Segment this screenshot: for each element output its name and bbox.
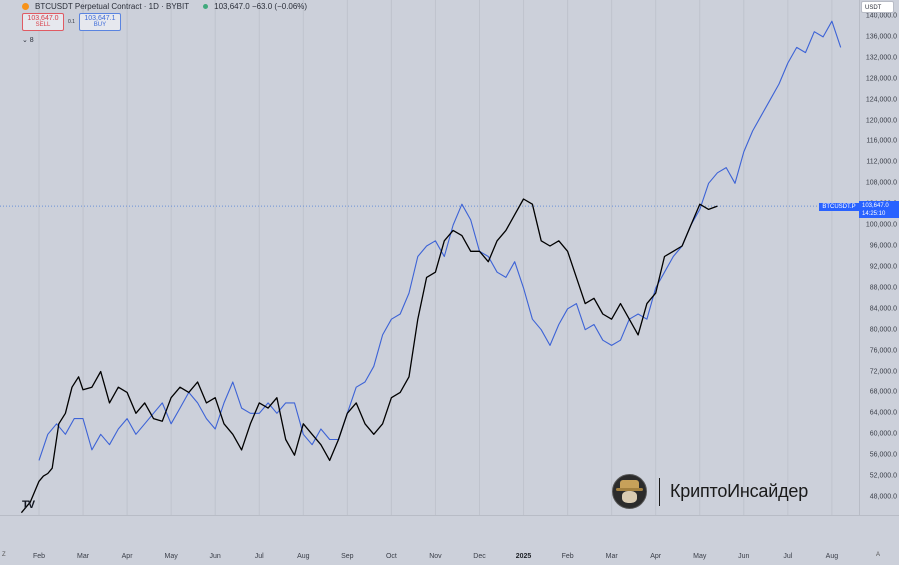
x-tick-label: Mar bbox=[605, 553, 618, 560]
y-tick-label: 96,000.0 bbox=[869, 242, 897, 250]
blue-series-line bbox=[38, 20, 842, 461]
buy-button[interactable]: 103,647.1 BUY bbox=[78, 13, 121, 31]
x-tick-label: 2025 bbox=[515, 553, 532, 560]
y-tick-label: 60,000.0 bbox=[869, 430, 897, 438]
symbol-price-tag: BTCUSDT.P bbox=[819, 203, 859, 211]
bitcoin-icon bbox=[22, 3, 29, 10]
x-tick-label: Mar bbox=[77, 553, 90, 560]
y-tick-label: 128,000.0 bbox=[865, 75, 897, 83]
current-price-value: 103,647.0 bbox=[862, 203, 889, 209]
y-tick-label: 136,000.0 bbox=[865, 33, 897, 41]
x-tick-label: Jul bbox=[783, 553, 793, 560]
black-series-line bbox=[20, 198, 718, 514]
indicators-toggle[interactable]: ⌄ 8 bbox=[22, 37, 34, 44]
x-tick-label: Aug bbox=[297, 553, 310, 560]
y-tick-label: 140,000.0 bbox=[865, 12, 897, 20]
buy-price: 103,647.1 bbox=[84, 15, 116, 22]
y-tick-label: 68,000.0 bbox=[869, 388, 897, 396]
y-tick-label: 72,000.0 bbox=[869, 368, 897, 376]
y-tick-label: 120,000.0 bbox=[865, 117, 897, 125]
chart-canvas[interactable] bbox=[0, 0, 859, 515]
y-tick-label: 112,000.0 bbox=[866, 158, 897, 166]
y-tick-label: 124,000.0 bbox=[865, 96, 897, 104]
watermark-text: КриптоИнсайдер bbox=[670, 481, 809, 501]
current-price-label: 103,647.0 14:25:10 bbox=[859, 201, 899, 218]
x-tick-label: Nov bbox=[429, 553, 442, 560]
watermark: КриптоИнсайдер bbox=[612, 474, 808, 509]
y-tick-label: 132,000.0 bbox=[865, 54, 897, 62]
x-tick-label: Jul bbox=[254, 553, 264, 560]
x-tick-label: Aug bbox=[825, 553, 839, 560]
market-status-icon bbox=[203, 4, 209, 9]
buy-label: BUY bbox=[93, 22, 107, 28]
x-tick-label: Oct bbox=[385, 553, 397, 560]
time-axis[interactable]: Feb Mar Apr May Jun Jul Aug Sep Oct Nov Dec 2025 Feb… bbox=[0, 515, 899, 565]
watermark-avatar-icon bbox=[612, 474, 647, 509]
tradingview-logo[interactable]: TV bbox=[22, 499, 35, 511]
y-tick-label: 76,000.0 bbox=[869, 347, 897, 355]
y-tick-label: 48,000.0 bbox=[869, 493, 897, 501]
x-tick-label: May bbox=[693, 553, 707, 560]
spread-value: 0.1 bbox=[68, 19, 75, 25]
chart-area[interactable] bbox=[0, 0, 859, 515]
y-tick-label: 80,000.0 bbox=[869, 326, 897, 334]
y-tick-label: 84,000.0 bbox=[869, 305, 897, 313]
watermark-divider bbox=[659, 477, 660, 506]
currency-select[interactable]: USDT bbox=[861, 1, 894, 13]
x-tick-label: Apr bbox=[121, 553, 133, 560]
y-tick-label: 88,000.0 bbox=[869, 284, 897, 292]
y-tick-label: 52,000.0 bbox=[869, 472, 897, 480]
sell-button[interactable]: 103,647.0 SELL bbox=[22, 13, 64, 31]
sell-price: 103,647.0 bbox=[27, 15, 59, 22]
x-tick-label: Dec bbox=[473, 553, 486, 560]
x-tick-label: May bbox=[164, 553, 178, 560]
trade-buttons: 103,647.0 SELL 0.1 103,647.1 BUY bbox=[22, 13, 121, 31]
symbol-title[interactable]: BTCUSDT Perpetual Contract · 1D · BYBIT bbox=[35, 2, 190, 11]
y-tick-label: 64,000.0 bbox=[869, 409, 897, 417]
chart-header: BTCUSDT Perpetual Contract · 1D · BYBIT … bbox=[22, 2, 307, 11]
x-tick-label: Jun bbox=[209, 553, 221, 560]
x-tick-label: Feb bbox=[32, 553, 46, 560]
x-tick-label: Apr bbox=[650, 553, 662, 560]
price-info: 103,647.0 −63.0 (−0.06%) bbox=[214, 2, 308, 11]
y-tick-label: 92,000.0 bbox=[869, 263, 897, 271]
y-tick-label: 108,000.0 bbox=[865, 179, 897, 187]
y-tick-label: 56,000.0 bbox=[869, 451, 897, 459]
y-tick-label: 116,000.0 bbox=[866, 137, 897, 145]
x-tick-label: Jun bbox=[738, 553, 750, 560]
sell-label: SELL bbox=[35, 22, 51, 28]
timezone-left-icon[interactable]: Z bbox=[2, 552, 6, 558]
countdown-value: 14:25:10 bbox=[862, 211, 886, 217]
x-tick-label: Sep bbox=[341, 553, 354, 560]
auto-scale-icon[interactable]: A bbox=[876, 552, 881, 558]
y-tick-label: 100,000.0 bbox=[865, 221, 897, 229]
price-axis[interactable]: 140,000.0 136,000.0 132,000.0 128,000.0 124,… bbox=[859, 0, 899, 515]
x-tick-label: Feb bbox=[561, 553, 574, 560]
